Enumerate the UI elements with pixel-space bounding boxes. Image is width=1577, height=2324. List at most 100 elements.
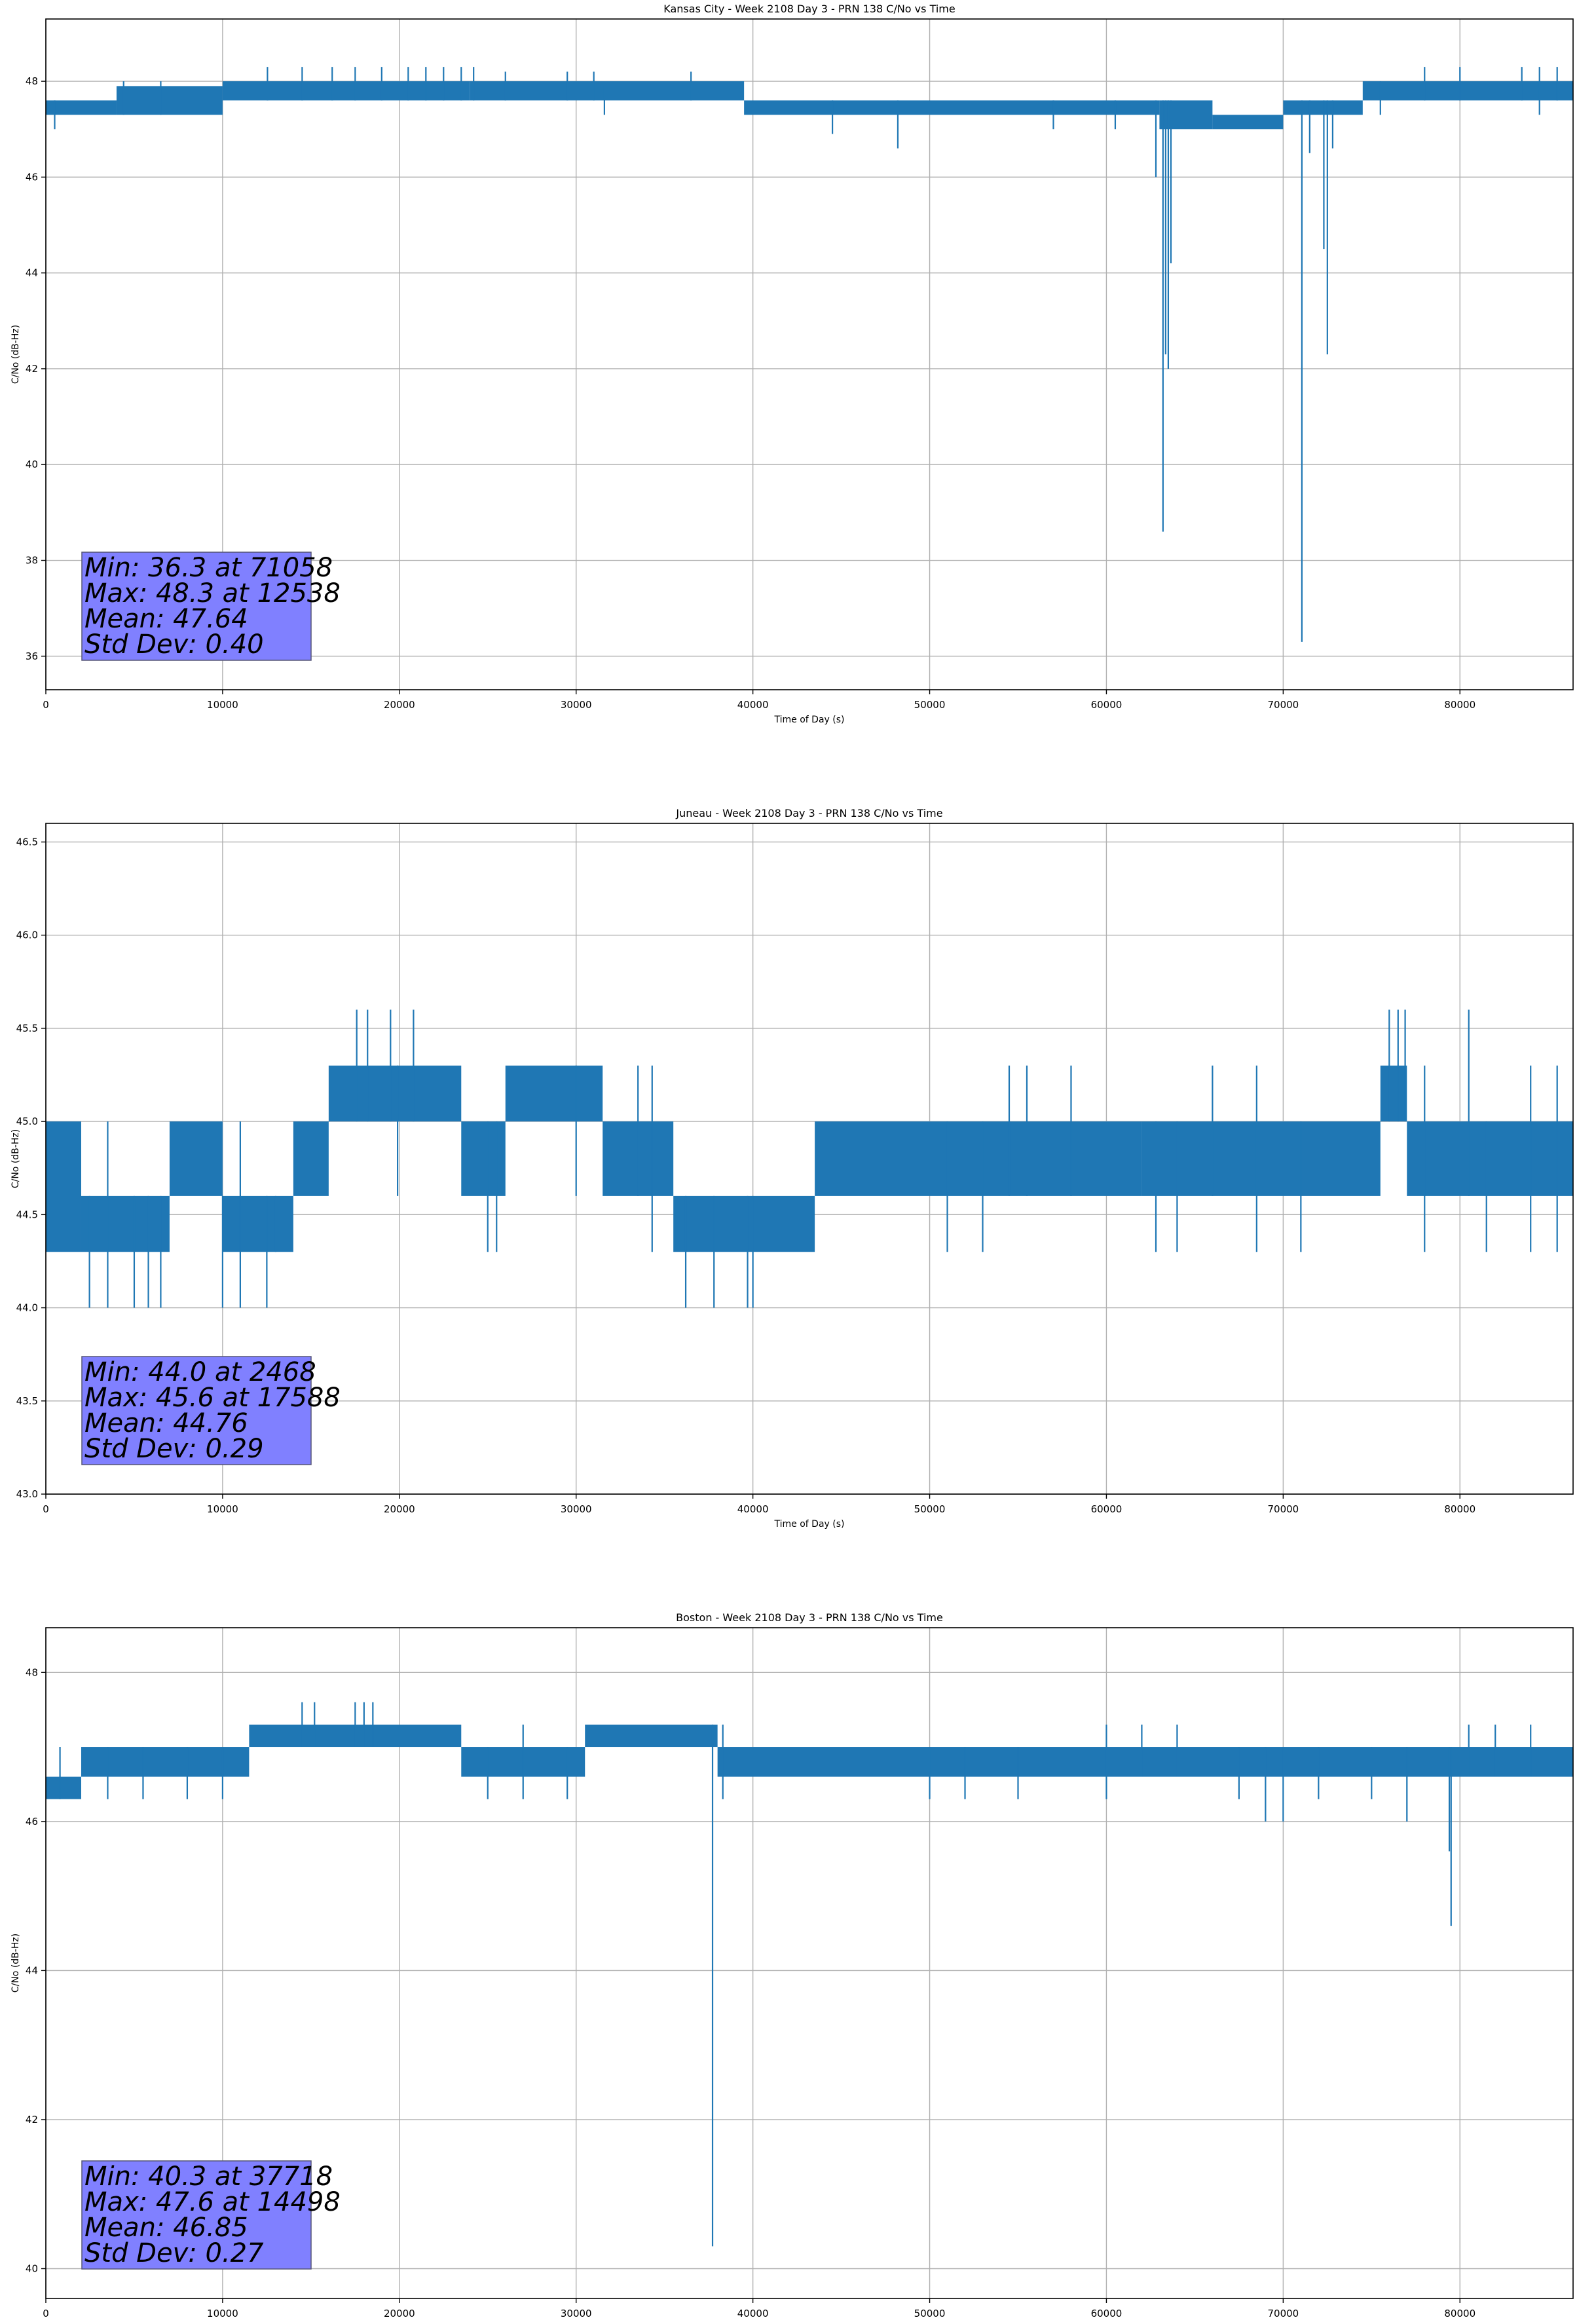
stats-box [81,2160,312,2270]
series-band [116,86,223,115]
series-band [293,1121,329,1196]
x-tick-label: 80000 [1444,2308,1475,2319]
y-tick-label: 42 [26,363,38,375]
stats-line: Mean: 46.85 [84,2213,248,2243]
x-tick-label: 40000 [737,2308,769,2319]
series-band [1407,1121,1573,1196]
y-tick-label: 45.0 [16,1115,38,1127]
series-band [1380,1065,1407,1122]
y-tick-label: 40 [26,459,38,470]
series-band [169,1121,223,1196]
x-tick-label: 70000 [1267,2308,1299,2319]
axes-frame [45,1627,1574,2299]
x-tick-label: 40000 [737,1503,769,1515]
x-tick-label: 40000 [737,699,769,711]
series-band [1212,115,1284,130]
stats-line: Max: 47.6 at 14498 [84,2187,341,2217]
series-band [1159,100,1213,130]
y-tick-label: 45.5 [16,1022,38,1034]
y-tick-label: 44 [26,1964,38,1976]
series-band [328,1065,462,1122]
series-band [1141,1121,1381,1196]
y-tick-label: 40 [26,2262,38,2274]
stats-line: Min: 40.3 at 37718 [84,2162,333,2192]
stats-line: Mean: 44.76 [84,1408,248,1438]
y-tick-label: 48 [26,1666,38,1678]
x-tick-label: 0 [43,2308,49,2319]
series-band [505,1065,603,1122]
stats-line: Std Dev: 0.27 [84,2238,264,2268]
series-band [1362,81,1573,101]
stats-line: Min: 36.3 at 71058 [84,553,333,583]
stats-line: Max: 48.3 at 12538 [84,578,341,609]
series-band [222,1195,293,1252]
x-tick-label: 20000 [384,1503,415,1515]
series-band [222,81,470,101]
x-tick-label: 0 [43,1503,49,1515]
y-tick-label: 42 [26,2114,38,2126]
y-axis-label: C/No (dB-Hz) [10,1934,21,1993]
axes-frame [45,18,1574,690]
x-axis-label: Time of Day (s) [774,1519,845,1529]
y-tick-label: 43.0 [16,1488,38,1500]
stats-line: Std Dev: 0.29 [84,1434,264,1464]
y-tick-label: 43.5 [16,1395,38,1407]
axes-frame [45,823,1574,1495]
y-tick-label: 44 [26,267,38,279]
y-tick-label: 48 [26,75,38,87]
x-tick-label: 20000 [384,699,415,711]
x-tick-label: 50000 [914,1503,946,1515]
plot-panel-1: 0 10000 20000 30000 40000 50000 60000 70000 8000… [10,3,1574,725]
series-band [673,1195,815,1252]
x-tick-label: 10000 [207,2308,238,2319]
x-tick-label: 50000 [914,2308,946,2319]
series-band [1283,100,1363,115]
series-band [461,1121,506,1196]
series-band [744,100,1160,115]
y-tick-label: 46 [26,1816,38,1827]
series-band [585,1724,718,1748]
series-band [46,100,117,115]
x-tick-label: 80000 [1444,699,1475,711]
series-band [81,1747,250,1777]
series-band [470,81,745,101]
y-axis-label: C/No (dB-Hz) [10,325,21,384]
x-tick-label: 70000 [1267,1503,1299,1515]
y-tick-label: 44.5 [16,1209,38,1220]
x-tick-label: 60000 [1091,699,1122,711]
plot-panel-2: 0 10000 20000 30000 40000 50000 60000 70000 8000… [10,807,1574,1529]
x-tick-label: 70000 [1267,699,1299,711]
stats-line: Min: 44.0 at 2468 [84,1357,316,1387]
chart-title: Boston - Week 2108 Day 3 - PRN 138 C/No … [676,1611,943,1624]
x-tick-label: 60000 [1091,1503,1122,1515]
series-band [46,1776,81,1799]
y-tick-label: 36 [26,650,38,662]
stats-box [81,552,312,661]
stats-line: Std Dev: 0.40 [84,629,264,660]
y-tick-label: 38 [26,555,38,567]
x-tick-label: 10000 [207,1503,238,1515]
x-tick-label: 30000 [561,2308,592,2319]
y-tick-label: 44.0 [16,1302,38,1314]
series-line [46,1009,1573,1308]
chart-title: Juneau - Week 2108 Day 3 - PRN 138 C/No … [675,807,942,819]
x-tick-label: 30000 [561,699,592,711]
series-band [81,1195,170,1252]
x-tick-label: 0 [43,699,49,711]
y-axis-label: C/No (dB-Hz) [10,1129,21,1188]
series-band [815,1121,1142,1196]
x-tick-label: 60000 [1091,2308,1122,2319]
stats-line: Mean: 47.64 [84,604,248,634]
x-tick-label: 50000 [914,699,946,711]
chart-title: Kansas City - Week 2108 Day 3 - PRN 138 … [663,3,955,15]
stats-box [81,1356,312,1465]
stats-line: Max: 45.6 at 17588 [84,1383,341,1413]
y-tick-label: 46.5 [16,836,38,848]
y-tick-label: 46.0 [16,929,38,941]
series-line [46,1702,1573,2247]
x-tick-label: 30000 [561,1503,592,1515]
x-tick-label: 80000 [1444,1503,1475,1515]
x-axis-label: Time of Day (s) [774,715,845,725]
y-tick-label: 46 [26,171,38,183]
